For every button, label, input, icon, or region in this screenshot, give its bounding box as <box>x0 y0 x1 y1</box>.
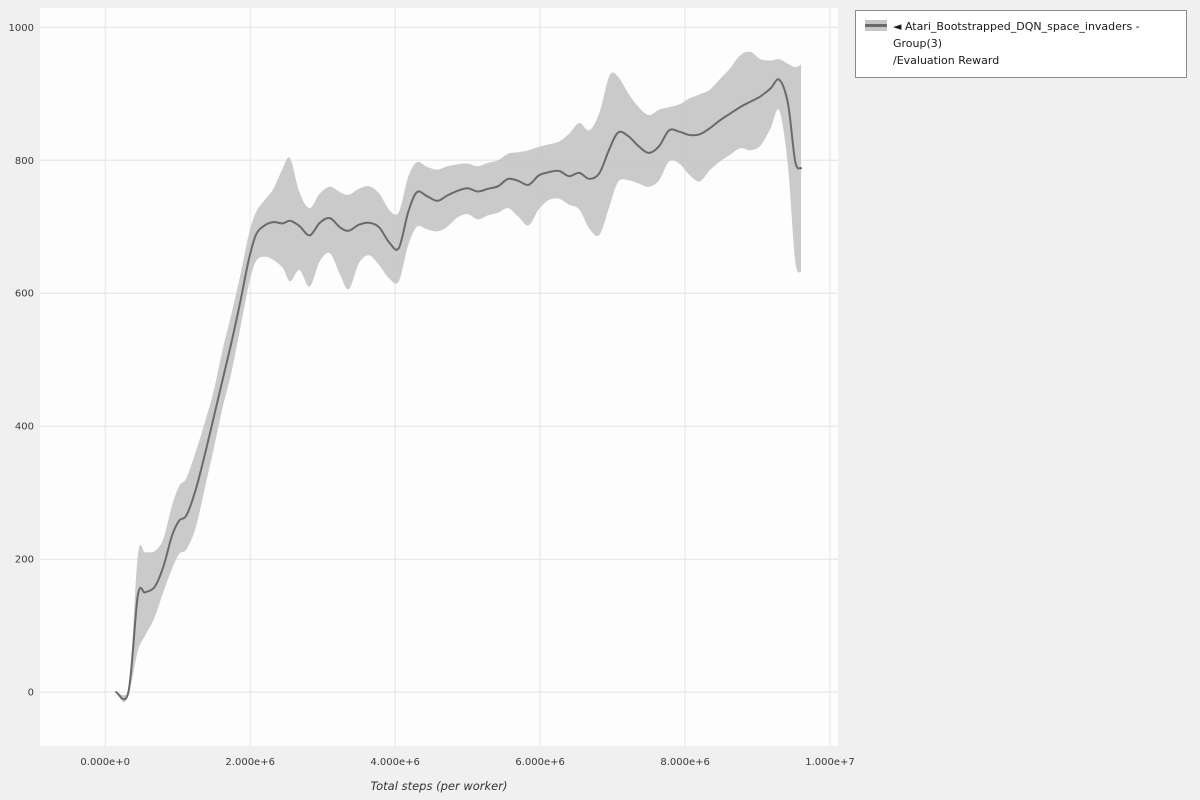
confidence-band <box>116 51 802 703</box>
legend-label-text: ◄ Atari_Bootstrapped_DQN_space_invaders … <box>893 18 1177 69</box>
x-tick-label: 0.000e+0 <box>80 757 130 768</box>
y-tick-label: 400 <box>15 422 34 433</box>
legend-swatch-band <box>865 20 887 31</box>
y-tick-label: 1000 <box>9 23 34 34</box>
y-tick-label: 600 <box>15 289 34 300</box>
legend-series-sublabel: /Evaluation Reward <box>893 54 1000 68</box>
x-tick-label: 8.000e+6 <box>660 757 710 768</box>
legend: ◄ Atari_Bootstrapped_DQN_space_invaders … <box>855 10 1187 79</box>
x-tick-label: 2.000e+6 <box>225 757 275 768</box>
x-tick-label: 4.000e+6 <box>370 757 420 768</box>
y-tick-label: 800 <box>15 156 34 167</box>
y-tick-label: 200 <box>15 555 34 566</box>
mean-line <box>115 78 802 701</box>
x-axis-title: Total steps (per worker) <box>371 779 508 793</box>
legend-item[interactable]: ◄ Atari_Bootstrapped_DQN_space_invaders … <box>865 18 1177 69</box>
y-tick-label: 0 <box>28 688 34 699</box>
x-tick-label: 1.000e+7 <box>805 757 855 768</box>
legend-series-label: ◄ Atari_Bootstrapped_DQN_space_invaders … <box>893 20 1140 51</box>
x-tick-label: 6.000e+6 <box>515 757 565 768</box>
legend-swatch-line <box>865 24 887 27</box>
